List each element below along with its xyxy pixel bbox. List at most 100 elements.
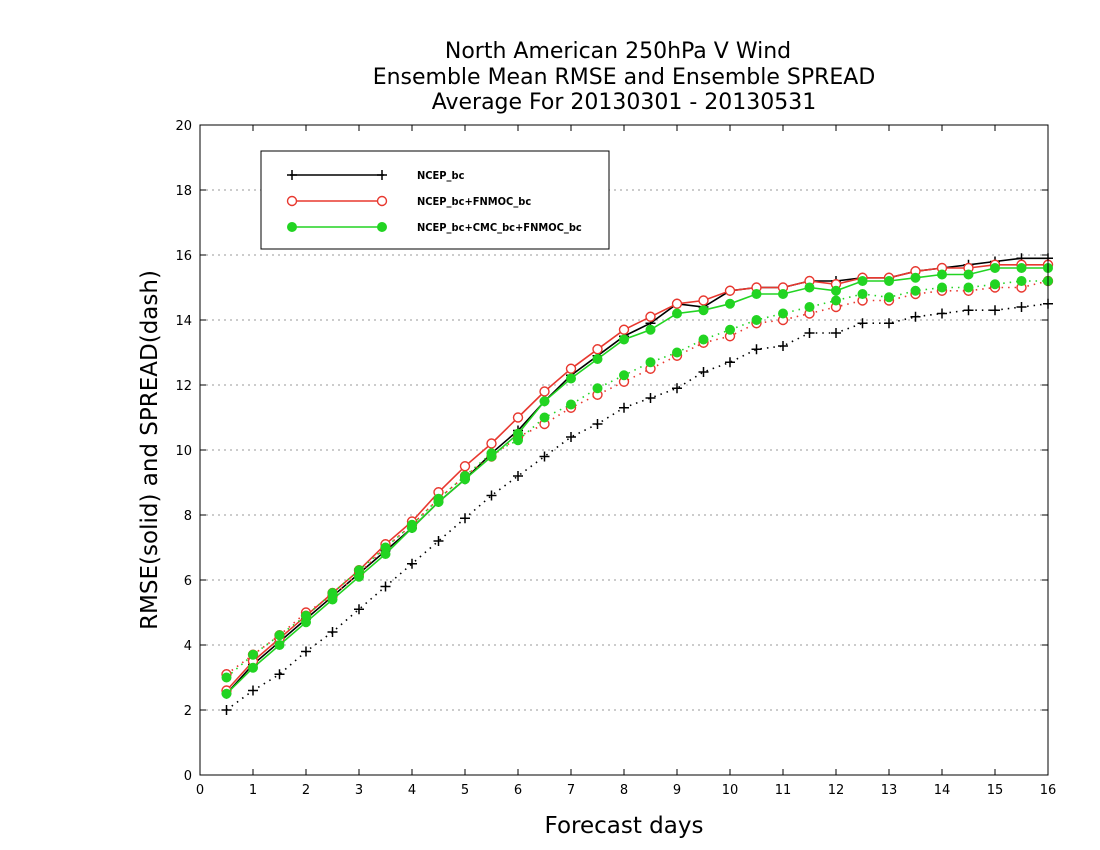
series-2-spread-point-17: [672, 347, 682, 358]
series-0-spread-point-10: [486, 490, 497, 501]
series-0-spread-line: [226, 303, 1049, 711]
series-1-rmse-point-12: [539, 386, 550, 397]
series-1-rmse-point-13: [565, 363, 577, 374]
series-2-spread-point-0: [221, 672, 232, 683]
y-tick-label-18: 18: [175, 184, 192, 199]
legend-label-2: NCEP_bc+CMC_bc+FNMOC_bc: [417, 221, 582, 234]
series-2-spread-point-28: [963, 282, 974, 293]
legend-label-0: NCEP_bc: [417, 169, 465, 182]
series-2-rmse-point-13: [566, 373, 576, 384]
x-tick-label-8: 8: [620, 783, 628, 798]
series-2-spread-point-21: [778, 308, 788, 319]
series-2-spread-line: [225, 280, 1048, 679]
legend-marker-end-1: [376, 195, 388, 207]
series-0-spread-point-14: [592, 419, 603, 429]
y-tick-label-12: 12: [175, 379, 192, 394]
series-0-spread-point-16: [645, 393, 656, 403]
series-0-spread-point-8: [433, 536, 444, 546]
y-tick-label-0: 0: [184, 769, 192, 784]
series-0-spread-point-6: [380, 581, 391, 592]
series-0-spread-point-22: [804, 328, 815, 338]
grid-lines: [200, 189, 1048, 711]
series-2-spread-point-12: [539, 412, 550, 423]
x-tick-label-11: 11: [775, 783, 792, 798]
series-2-spread-point-20: [751, 315, 762, 325]
series-0-spread-point-28: [963, 305, 974, 316]
series-2-spread-point-22: [804, 302, 815, 312]
series-2-spread-point-27: [937, 282, 947, 293]
title-line-3: Average For 20130301 - 20130531: [432, 90, 817, 115]
series-2-rmse-point-12: [539, 396, 550, 407]
y-tick-label-20: 20: [175, 119, 192, 134]
series-0-spread-point-19: [725, 357, 735, 368]
x-tick-label-12: 12: [828, 783, 845, 798]
x-tick-label-7: 7: [567, 783, 575, 798]
x-tick-label-0: 0: [196, 783, 204, 798]
y-tick-label-2: 2: [184, 704, 192, 719]
series-2-rmse-point-29: [990, 263, 1000, 273]
series-2-rmse-point-10: [486, 451, 497, 462]
series-2-rmse-point-1: [248, 662, 258, 673]
series-1-rmse-line: [225, 263, 1048, 692]
x-tick-label-10: 10: [722, 783, 739, 798]
series-2-rmse-point-21: [778, 289, 788, 299]
series-2-spread-point-14: [592, 383, 603, 394]
series-0-spread-point-4: [327, 627, 338, 637]
x-tick-label-5: 5: [461, 783, 469, 798]
x-tick-label-6: 6: [514, 783, 522, 798]
series-2-rmse-point-4: [327, 594, 338, 605]
x-tick-label-2: 2: [302, 783, 310, 798]
series-2-spread-point-1: [248, 649, 258, 660]
legend: NCEP_bc NCEP_bc+FNMOC_bc NCEP_bc+CMC_bc+FN…: [260, 150, 610, 250]
series-1-rmse-point-10: [486, 438, 497, 449]
series-1-rmse-point-19: [724, 285, 736, 296]
series-1-rmse-point-16: [645, 311, 656, 322]
series-1-rmse-point-18: [698, 295, 709, 306]
x-tick-label-15: 15: [987, 783, 1004, 798]
y-tick-label-14: 14: [175, 314, 192, 329]
series-2-rmse-point-9: [460, 474, 470, 485]
x-tick-label-9: 9: [673, 783, 681, 798]
series-0-spread-point-0: [221, 705, 232, 715]
x-tick-label-3: 3: [355, 783, 363, 798]
series-0-spread-point-11: [513, 471, 523, 481]
series-2-spread-point-25: [884, 292, 894, 303]
series-0-spread-point-21: [778, 341, 788, 351]
series-2-spread-point-23: [831, 295, 841, 306]
legend-box: [260, 150, 610, 250]
series-2-rmse-point-24: [857, 276, 868, 286]
series-2-rmse-point-3: [301, 617, 311, 628]
series-0-spread-point-27: [937, 308, 947, 319]
series-2-spread-point-19: [725, 324, 735, 335]
series-0-spread-point-12: [539, 451, 550, 462]
legend-marker-end-0: [377, 170, 387, 180]
series-2-spread-point-18: [698, 334, 709, 345]
series-0-spread-point-13: [566, 432, 576, 442]
y-axis-title: RMSE(solid) and SPREAD(dash): [137, 270, 163, 630]
series-0-spread-point-1: [248, 685, 258, 696]
y-tick-label-10: 10: [175, 444, 192, 459]
series-2-rmse-point-2: [274, 640, 285, 650]
series-2-spread-point-29: [990, 279, 1000, 290]
series-1: [221, 259, 1054, 696]
series-1-rmse-point-9: [459, 461, 471, 472]
series-2-rmse-point-6: [380, 549, 391, 559]
legend-marker-start-2: [287, 222, 297, 232]
series-0-spread-point-18: [698, 367, 709, 377]
series-2-rmse-point-23: [831, 285, 841, 296]
series-0-spread-point-26: [910, 311, 921, 322]
series-0-spread-point-29: [990, 305, 1000, 316]
series-0-spread-point-20: [751, 344, 762, 355]
x-tick-label-14: 14: [934, 783, 951, 798]
legend-label-1: NCEP_bc+FNMOC_bc: [417, 195, 531, 208]
series-2-spread-point-26: [910, 285, 921, 296]
series-2-rmse-line: [225, 267, 1048, 695]
series-2-rmse-point-19: [725, 298, 735, 309]
series-2-rmse-point-30: [1016, 263, 1027, 273]
series-0-spread-point-17: [672, 383, 682, 394]
series-2-rmse-point-16: [645, 324, 656, 335]
series-2-spread-point-30: [1016, 276, 1027, 286]
series-1-spread-line: [226, 280, 1049, 675]
series-1-rmse-point-17: [671, 298, 683, 309]
